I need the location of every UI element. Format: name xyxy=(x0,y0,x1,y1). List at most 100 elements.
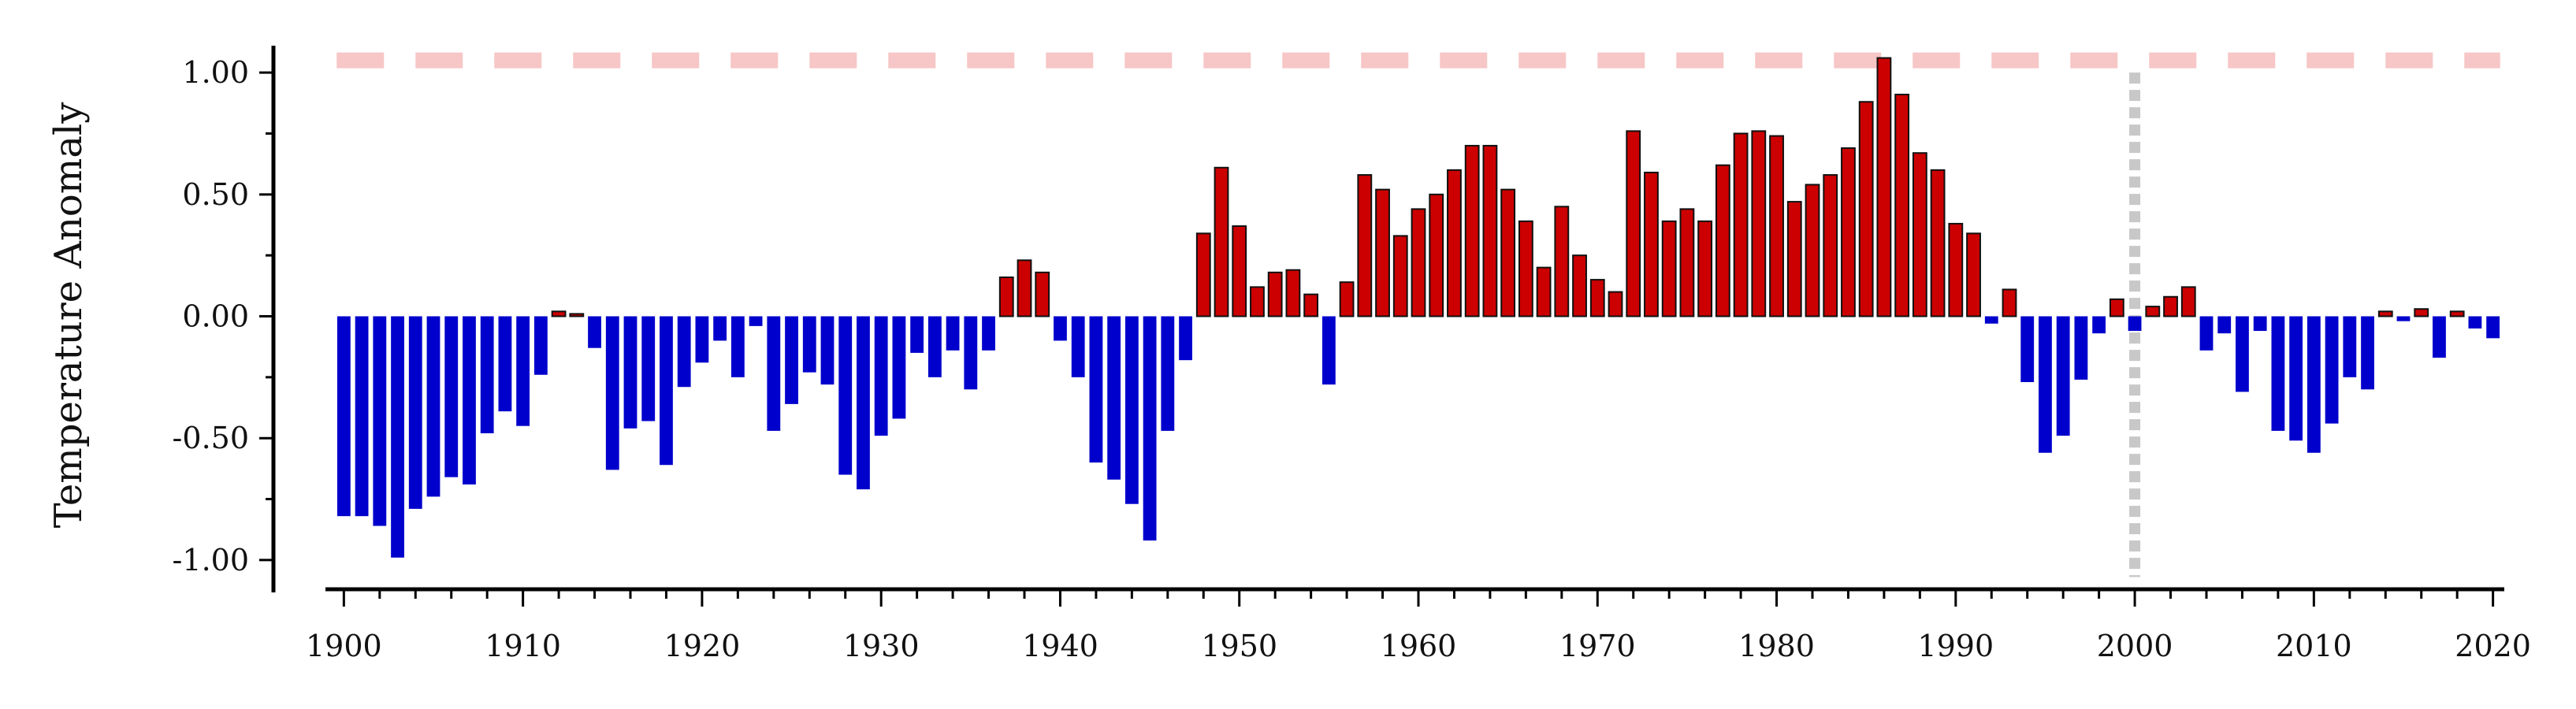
bar-1922 xyxy=(730,316,745,377)
bar-1980 xyxy=(1769,135,1784,317)
x-tick-label: 1950 xyxy=(1201,629,1277,663)
bar-2016 xyxy=(2414,308,2429,317)
bar-2012 xyxy=(2343,316,2357,377)
bar-2017 xyxy=(2433,316,2446,358)
bar-1997 xyxy=(2074,316,2088,380)
bar-1912 xyxy=(551,310,567,317)
bar-1994 xyxy=(2020,316,2035,383)
bar-1955 xyxy=(1321,316,1336,385)
bar-1951 xyxy=(1250,286,1265,317)
bar-2018 xyxy=(2449,310,2465,317)
bar-1960 xyxy=(1411,208,1426,317)
bar-1907 xyxy=(463,316,476,484)
bar-1906 xyxy=(444,316,459,477)
bar-1905 xyxy=(426,316,440,497)
bar-1991 xyxy=(1966,232,1981,317)
bar-2004 xyxy=(2199,316,2214,351)
y-tick-label: 0.00 xyxy=(182,299,249,334)
bar-1989 xyxy=(1930,169,1946,317)
bar-1982 xyxy=(1805,184,1820,317)
bar-1928 xyxy=(838,316,853,475)
bar-1929 xyxy=(857,316,870,490)
bar-1973 xyxy=(1644,171,1659,317)
bar-1964 xyxy=(1482,144,1498,317)
bar-2019 xyxy=(2468,316,2482,329)
bar-1909 xyxy=(498,316,512,412)
bar-1987 xyxy=(1894,93,1910,317)
bar-1996 xyxy=(2056,316,2070,436)
bar-1916 xyxy=(623,316,637,429)
bar-1913 xyxy=(569,313,585,317)
bar-1915 xyxy=(605,316,619,470)
bar-1950 xyxy=(1232,225,1247,317)
x-tick-label: 1970 xyxy=(1559,629,1636,663)
y-axis-title: Temperature Anomaly xyxy=(46,102,91,529)
bar-1917 xyxy=(641,316,656,421)
bar-1947 xyxy=(1179,316,1192,361)
bar-1969 xyxy=(1572,254,1587,317)
y-tick-label: 1.00 xyxy=(182,55,249,90)
bar-1983 xyxy=(1823,174,1838,317)
bar-1999 xyxy=(2109,298,2124,317)
bar-1949 xyxy=(1214,166,1229,317)
bar-1924 xyxy=(767,316,781,431)
bar-1963 xyxy=(1464,144,1480,317)
bar-1962 xyxy=(1447,169,1462,317)
bar-1971 xyxy=(1608,291,1623,317)
bar-1970 xyxy=(1589,279,1605,317)
x-tick-label: 1960 xyxy=(1381,629,1457,663)
bar-1952 xyxy=(1267,271,1283,317)
bar-1908 xyxy=(480,316,494,433)
bar-1914 xyxy=(588,316,601,348)
bar-1984 xyxy=(1841,147,1856,317)
bar-1920 xyxy=(695,316,709,363)
bar-1977 xyxy=(1715,164,1730,317)
bar-2002 xyxy=(2163,295,2178,317)
bar-1979 xyxy=(1751,130,1767,317)
bar-1961 xyxy=(1429,193,1444,317)
bar-2000 xyxy=(2128,316,2142,332)
bar-1968 xyxy=(1554,206,1570,317)
bar-1939 xyxy=(1035,271,1050,317)
bar-1934 xyxy=(946,316,960,351)
x-tick-label: 2000 xyxy=(2097,629,2173,663)
bar-1910 xyxy=(516,316,530,426)
bar-1988 xyxy=(1912,152,1927,317)
bar-1998 xyxy=(2092,316,2106,334)
bar-1926 xyxy=(802,316,816,373)
bar-1945 xyxy=(1143,316,1157,541)
y-tick-label: -1.00 xyxy=(173,543,249,577)
x-tick-label: 1980 xyxy=(1738,629,1815,663)
bar-1933 xyxy=(927,316,942,377)
bar-1921 xyxy=(713,316,727,341)
y-tick-label: -0.50 xyxy=(173,421,249,455)
bar-1901 xyxy=(355,316,369,517)
bar-1958 xyxy=(1375,188,1390,317)
bar-1942 xyxy=(1089,316,1103,463)
x-tick-label: 1940 xyxy=(1022,629,1098,663)
bar-1967 xyxy=(1536,266,1552,317)
bar-1974 xyxy=(1661,220,1677,317)
x-ticks-layer: 1900 1910 1920 1930 1940 1950 1960 1970 1980 1990… xyxy=(306,589,2531,663)
bar-1925 xyxy=(785,316,798,404)
bar-1923 xyxy=(749,316,763,326)
bar-1943 xyxy=(1107,316,1121,480)
x-tick-label: 1900 xyxy=(306,629,382,663)
bar-1900 xyxy=(336,316,351,517)
bar-1911 xyxy=(533,316,548,375)
bar-1941 xyxy=(1071,316,1085,377)
bar-2008 xyxy=(2271,316,2285,431)
bar-2013 xyxy=(2361,316,2374,390)
y-tick-label: 0.50 xyxy=(182,177,249,212)
bar-2003 xyxy=(2180,286,2196,317)
bar-1986 xyxy=(1876,57,1892,317)
bars-layer xyxy=(336,57,2500,558)
bar-2006 xyxy=(2236,316,2249,392)
bar-1966 xyxy=(1518,220,1533,317)
bar-1957 xyxy=(1357,174,1373,317)
bar-1932 xyxy=(910,316,924,353)
bar-2009 xyxy=(2289,316,2303,441)
bar-1918 xyxy=(660,316,673,466)
